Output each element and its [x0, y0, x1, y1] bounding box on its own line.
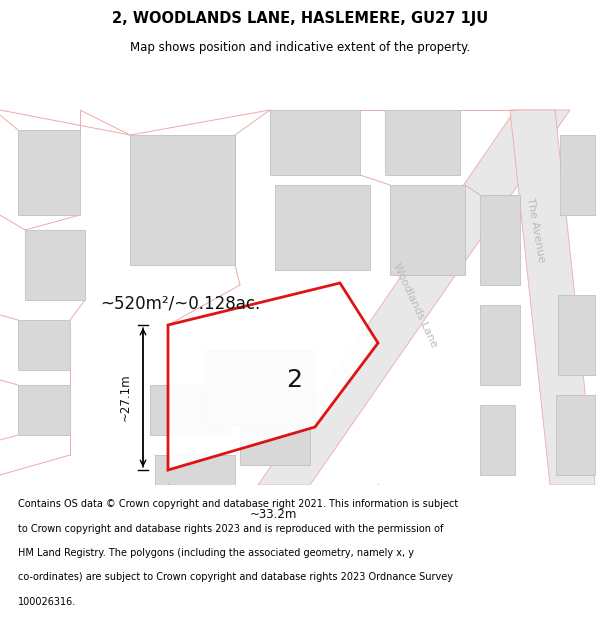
Polygon shape [155, 455, 235, 485]
Polygon shape [390, 185, 465, 275]
Text: 100026316.: 100026316. [18, 597, 76, 607]
Text: The Avenue: The Avenue [526, 197, 547, 263]
Polygon shape [130, 135, 235, 265]
Text: ~520m²/~0.128ac.: ~520m²/~0.128ac. [100, 294, 260, 312]
Polygon shape [510, 110, 595, 485]
Text: HM Land Registry. The polygons (including the associated geometry, namely x, y: HM Land Registry. The polygons (includin… [18, 548, 414, 558]
Polygon shape [18, 130, 80, 215]
Polygon shape [240, 405, 310, 465]
Polygon shape [18, 320, 70, 370]
Text: to Crown copyright and database rights 2023 and is reproduced with the permissio: to Crown copyright and database rights 2… [18, 524, 443, 534]
Polygon shape [558, 295, 595, 375]
Polygon shape [270, 110, 360, 175]
Polygon shape [480, 405, 515, 475]
Text: Map shows position and indicative extent of the property.: Map shows position and indicative extent… [130, 41, 470, 54]
Text: Woodlands Lane: Woodlands Lane [391, 261, 439, 349]
Polygon shape [168, 283, 378, 470]
Polygon shape [480, 195, 520, 285]
Polygon shape [18, 385, 70, 435]
Polygon shape [560, 135, 595, 215]
Text: ~33.2m: ~33.2m [250, 508, 296, 521]
Text: Contains OS data © Crown copyright and database right 2021. This information is : Contains OS data © Crown copyright and d… [18, 499, 458, 509]
Text: ~27.1m: ~27.1m [119, 374, 131, 421]
Text: 2: 2 [286, 368, 302, 392]
Text: 2, WOODLANDS LANE, HASLEMERE, GU27 1JU: 2, WOODLANDS LANE, HASLEMERE, GU27 1JU [112, 11, 488, 26]
Polygon shape [385, 110, 460, 175]
Polygon shape [556, 395, 595, 475]
Polygon shape [205, 350, 315, 425]
Polygon shape [258, 110, 570, 485]
Text: co-ordinates) are subject to Crown copyright and database rights 2023 Ordnance S: co-ordinates) are subject to Crown copyr… [18, 572, 453, 582]
Polygon shape [275, 185, 370, 270]
Polygon shape [150, 385, 230, 435]
Polygon shape [25, 230, 85, 300]
Polygon shape [480, 305, 520, 385]
